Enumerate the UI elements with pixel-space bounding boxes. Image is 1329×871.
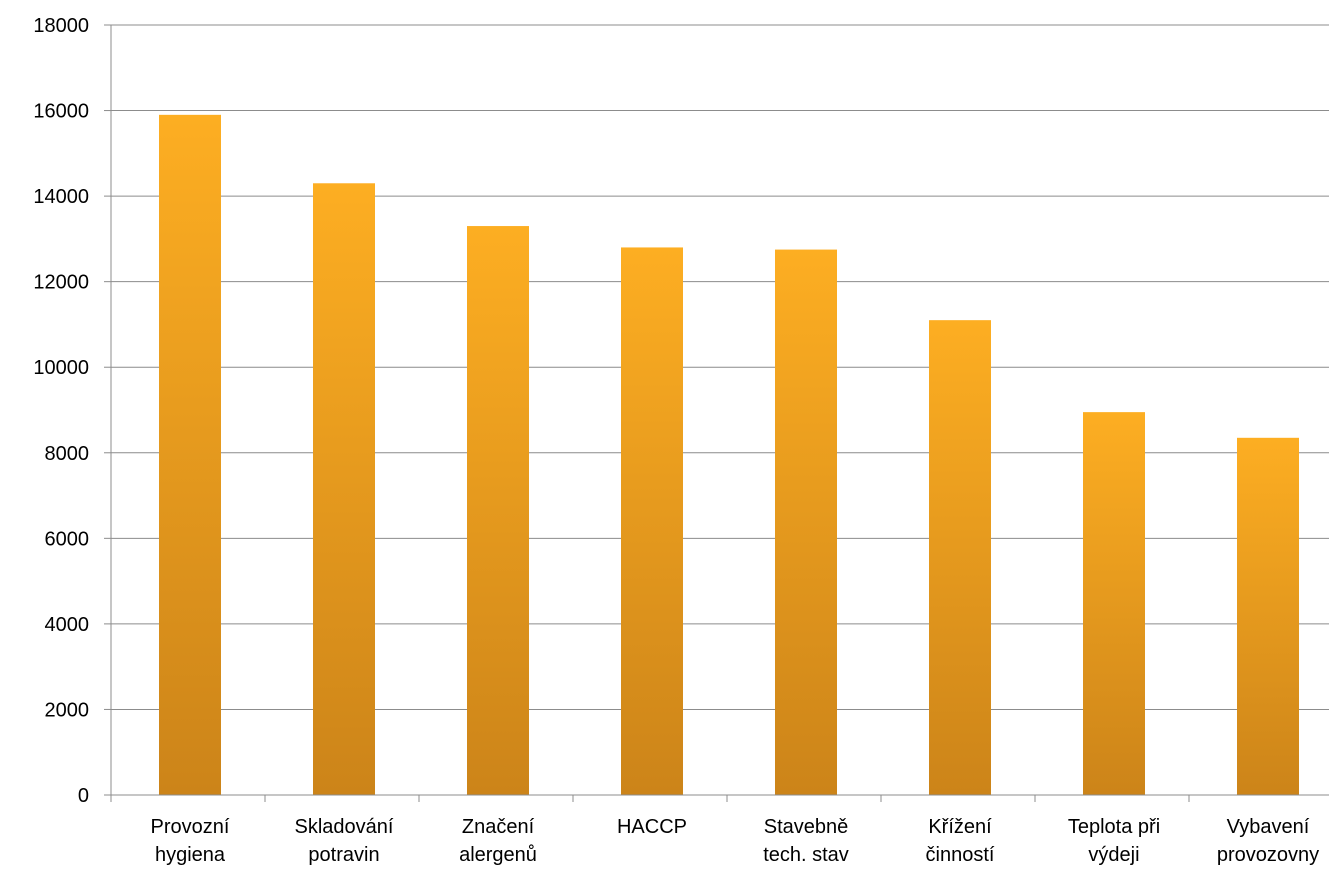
x-category-label-line: výdeji: [1088, 844, 1139, 866]
x-category-label-line: Stavebně: [764, 816, 849, 838]
gridlines: [111, 24, 1329, 710]
x-category-label-line: provozovny: [1217, 844, 1319, 866]
x-category-label-line: Provozní: [151, 816, 230, 838]
y-tick-label: 0: [78, 785, 89, 807]
x-category-label: Provozní hygiena: [151, 816, 230, 866]
axes: [110, 25, 1329, 802]
x-category-label: Křížení činností: [926, 816, 995, 866]
bars: [159, 114, 1299, 796]
y-tick-label: 16000: [33, 101, 89, 123]
bar: [467, 226, 529, 796]
x-category-label-line: tech. stav: [763, 844, 849, 866]
x-category-label-line: činností: [926, 844, 995, 866]
bar: [929, 320, 991, 795]
x-category-label-line: Teplota při: [1068, 816, 1160, 838]
x-category-label-line: Vybavení: [1227, 816, 1310, 838]
bar: [1237, 437, 1299, 795]
bar: [775, 249, 837, 796]
x-category-label-line: HACCP: [617, 816, 687, 838]
y-tick-label: 8000: [45, 443, 90, 465]
x-category-label: Stavebně tech. stav: [763, 816, 849, 866]
y-tick-label: 18000: [33, 15, 89, 37]
x-category-label-line: alergenů: [459, 844, 537, 866]
y-tick-label: 12000: [33, 272, 89, 294]
y-tick-label: 14000: [33, 186, 89, 208]
x-category-label: HACCP: [617, 816, 687, 838]
y-tick-label: 10000: [33, 357, 89, 379]
x-category-label: Teplota při výdeji: [1068, 816, 1160, 866]
y-tick-label: 4000: [45, 614, 90, 636]
x-category-label-line: Křížení: [928, 816, 992, 838]
x-category-label: Vybavení provozovny: [1217, 816, 1319, 866]
bar: [621, 247, 683, 795]
x-axis-category-labels: Provozní hygiena Skladování potravin Značení…: [151, 816, 1320, 866]
bar: [159, 114, 221, 796]
x-category-label-line: Značení: [462, 816, 535, 838]
x-category-label: Skladování potravin: [295, 816, 394, 866]
bar: [1083, 412, 1145, 795]
x-category-label-line: hygiena: [155, 844, 226, 866]
bar: [313, 183, 375, 795]
x-category-label-line: Skladování: [295, 816, 394, 838]
x-category-label: Značení alergenů: [459, 816, 537, 866]
y-axis-tick-labels: 0 2000 4000 6000 8000 10000 12000 14000 16000 180…: [33, 15, 111, 807]
x-category-label-line: potravin: [308, 844, 379, 866]
y-tick-label: 6000: [45, 528, 90, 550]
y-tick-label: 2000: [45, 699, 90, 721]
